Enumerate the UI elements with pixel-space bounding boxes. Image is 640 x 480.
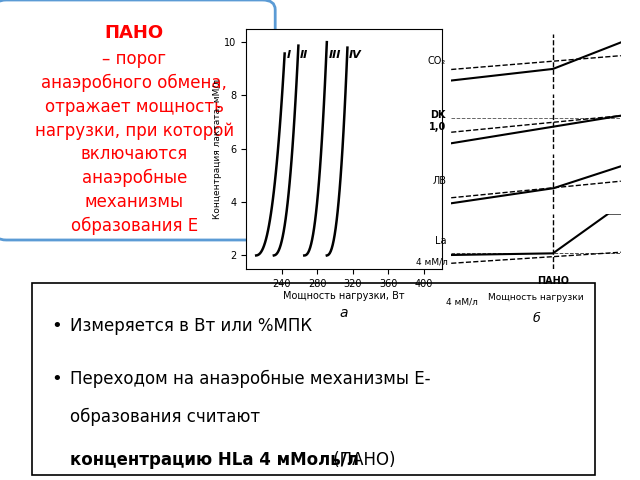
- X-axis label: Мощность нагрузки, Вт: Мощность нагрузки, Вт: [283, 291, 405, 301]
- Y-axis label: Концентрация лактата, мМ/л: Концентрация лактата, мМ/л: [212, 79, 221, 219]
- Text: 4 мМ/л: 4 мМ/л: [416, 257, 448, 266]
- Text: а: а: [340, 306, 348, 320]
- Text: IV: IV: [349, 50, 362, 60]
- Text: III: III: [328, 50, 341, 60]
- FancyBboxPatch shape: [0, 0, 275, 240]
- Text: образования считают: образования считают: [70, 408, 260, 426]
- Text: ЛВ: ЛВ: [432, 176, 446, 186]
- Text: ПАНО: ПАНО: [105, 24, 164, 42]
- Text: CO₂: CO₂: [428, 56, 446, 66]
- Text: Переходом на анаэробные механизмы Е-: Переходом на анаэробные механизмы Е-: [70, 370, 431, 388]
- Text: I: I: [287, 50, 291, 60]
- FancyBboxPatch shape: [32, 283, 595, 475]
- Text: •: •: [51, 317, 62, 335]
- Text: II: II: [300, 50, 308, 60]
- Text: Измеряется в Вт или %МПК: Измеряется в Вт или %МПК: [70, 317, 312, 335]
- Text: •: •: [51, 370, 62, 388]
- Text: – порог
анаэробного обмена,
отражает мощность
нагрузки, при которой
включаются
а: – порог анаэробного обмена, отражает мощ…: [35, 50, 234, 235]
- Text: ПАНО: ПАНО: [537, 276, 569, 286]
- Text: Мощность нагрузки: Мощность нагрузки: [488, 293, 584, 302]
- Text: 4 мМ/л: 4 мМ/л: [445, 298, 477, 307]
- Text: (ПАНО): (ПАНО): [328, 451, 396, 469]
- Text: La: La: [435, 236, 446, 246]
- Text: б: б: [532, 312, 540, 325]
- Text: концентрацию HLa 4 мМоль/л: концентрацию HLa 4 мМоль/л: [70, 451, 360, 469]
- Text: DK
1,0: DK 1,0: [429, 110, 446, 132]
